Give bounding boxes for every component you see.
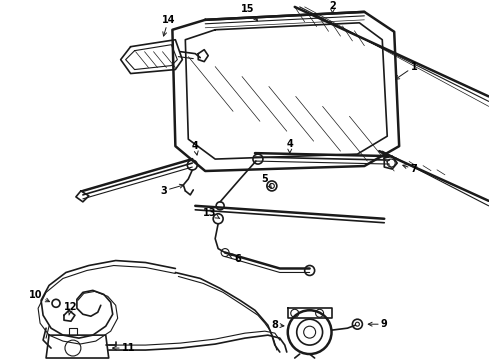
Text: 5: 5 — [262, 174, 271, 188]
Text: 10: 10 — [29, 291, 49, 302]
Text: 6: 6 — [229, 253, 242, 264]
Text: 11: 11 — [113, 343, 135, 353]
Text: 4: 4 — [286, 139, 293, 153]
Text: 14: 14 — [162, 15, 175, 36]
Text: 13: 13 — [203, 208, 220, 219]
Text: 3: 3 — [160, 184, 184, 196]
Text: 2: 2 — [329, 1, 336, 14]
Text: 12: 12 — [64, 302, 78, 315]
Text: 15: 15 — [241, 4, 258, 21]
Text: 8: 8 — [271, 320, 284, 330]
Text: 7: 7 — [403, 164, 417, 174]
Text: 9: 9 — [368, 319, 388, 329]
Text: 1: 1 — [395, 62, 417, 79]
Text: 4: 4 — [192, 141, 198, 155]
